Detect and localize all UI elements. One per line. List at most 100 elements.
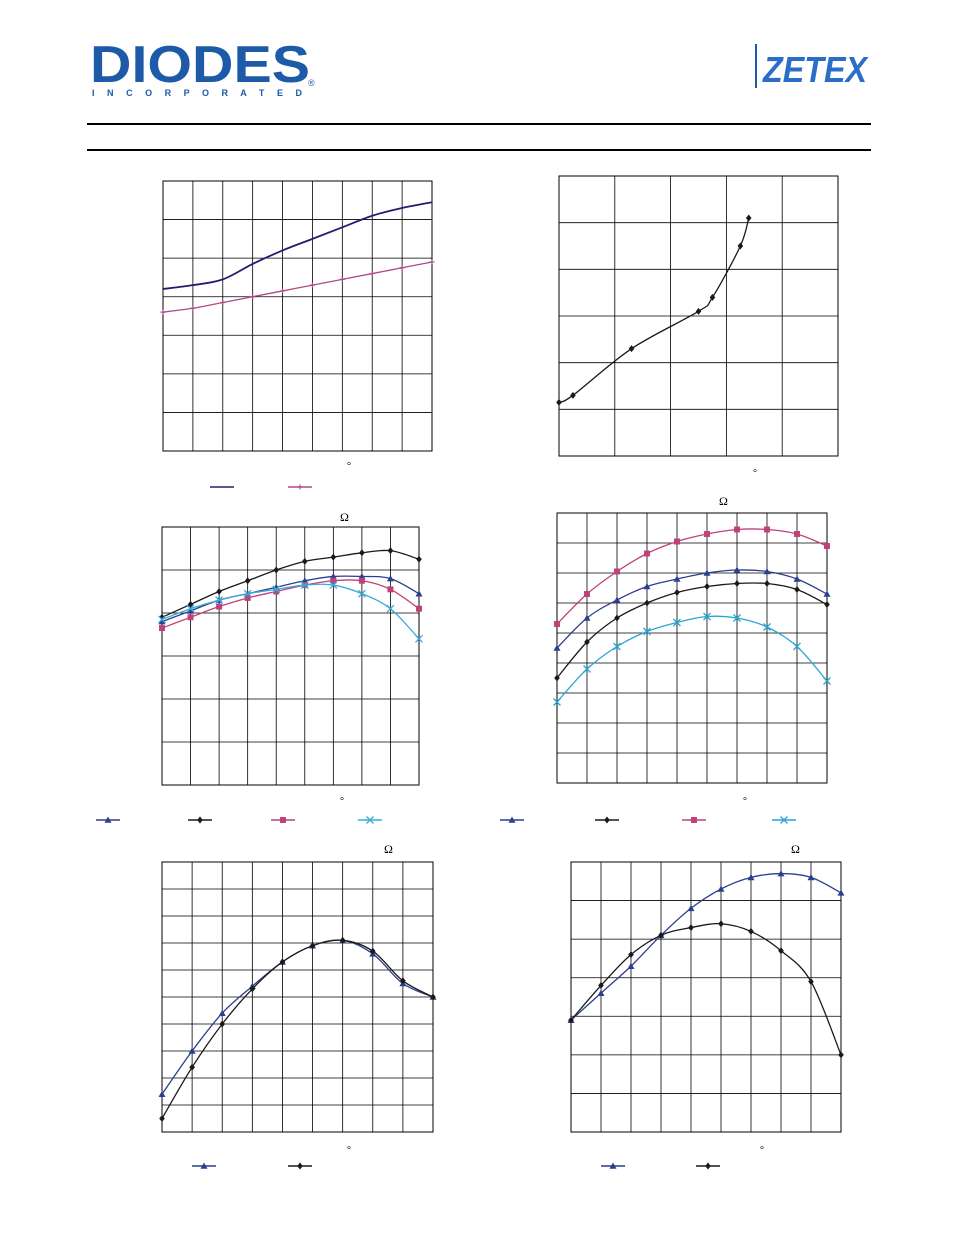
chart-6-series-2-point (628, 951, 634, 959)
chart-6-frame (570, 861, 842, 1133)
chart-3-plot (96, 526, 423, 824)
chart-5-degree-symbol: ° (347, 1145, 351, 1156)
chart-5-series-2-point (159, 1115, 165, 1122)
chart-5-series-1-point (158, 1090, 166, 1097)
chart-2-degree-symbol: ° (753, 468, 757, 479)
chart-3-series-1-point (415, 590, 423, 597)
chart-3-series-2-point (187, 600, 194, 608)
chart-2-plot (556, 175, 839, 457)
chart-5-series-2-point (309, 942, 316, 950)
chart-4-series-1-point (763, 568, 771, 575)
chart-3-series-1-point (329, 572, 337, 580)
chart-4-legend-3-swatch-marker (691, 817, 697, 823)
chart-6-series-2-point (658, 931, 664, 939)
chart-4-series-2-point (794, 586, 800, 593)
chart-5-plot (158, 861, 437, 1170)
chart-4-series-4-point (763, 623, 771, 631)
chart-5-legend-2-swatch-marker (297, 1162, 303, 1170)
chart-1-series-2-point (339, 276, 345, 282)
chart-3-series-4-point (186, 604, 195, 613)
chart-3-series-4-point (300, 581, 309, 590)
chart-3-legend-3-swatch-marker (280, 817, 286, 823)
chart-5-series-2-point (400, 977, 406, 985)
chart-3-legend-4-swatch-marker (366, 816, 374, 824)
chart-1-series-2-point (220, 300, 226, 305)
chart-3-series-1-point (301, 577, 309, 584)
chart-4-series-2-point (674, 589, 680, 596)
chart-4-series-3-point (584, 591, 590, 597)
chart-4-series-1-point (613, 596, 621, 603)
chart-3-series-3-line (161, 579, 420, 629)
chart-3-legend-1-swatch-marker (104, 816, 112, 823)
chart-6-series-1-point (627, 962, 635, 969)
chart-6-series-2-point (598, 981, 604, 989)
chart-3-series-1-point (158, 618, 166, 625)
chart-4-series-1-point (673, 575, 681, 582)
chart-3-series-4-point (272, 585, 281, 594)
chart-4-series-3-point (554, 621, 560, 627)
chart-3-series-2-point (244, 577, 251, 585)
chart-6-series-2-point (748, 927, 754, 935)
chart-5-series-2-point (189, 1063, 195, 1071)
chart-3-series-2-point (330, 553, 337, 561)
chart-3-series-2-point (216, 588, 222, 595)
chart-4-series-3-point (644, 550, 650, 557)
chart-3-series-2-point (301, 557, 308, 565)
chart-3-series-1-line (161, 575, 420, 623)
chart-2-series-1-point (737, 242, 744, 250)
header-rule-top (87, 123, 871, 125)
chart-5-series-1-line (161, 939, 434, 1095)
chart-3-series-3-point (416, 605, 422, 612)
chart-3-series-3-point (330, 577, 337, 584)
chart-3-series-3-point (216, 603, 223, 610)
chart-3-series-4-point (415, 634, 423, 643)
chart-4-series-4-point (733, 614, 741, 622)
chart-1-frame (162, 180, 433, 452)
chart-4-series-4-point (793, 642, 801, 651)
chart-4-series-3-point (824, 543, 830, 549)
chart-4-series-3-line (556, 528, 828, 625)
chart-4-degree-symbol: ° (743, 796, 747, 807)
chart-1-plot (160, 180, 435, 490)
zetex-logo-mark: ZETEX (755, 44, 869, 90)
chart-6-series-2-point (778, 947, 784, 955)
chart-4-series-2-point (554, 674, 560, 682)
chart-4-series-4-line (556, 615, 828, 703)
zetex-divider (755, 44, 757, 88)
chart-3-series-1-point (358, 572, 366, 580)
chart-4-series-3-point (764, 526, 770, 533)
chart-4-series-1-point (823, 590, 831, 597)
chart-1-series-2-point (429, 259, 435, 265)
chart-5-series-2-line (161, 939, 434, 1119)
chart-1-series-2-line (162, 261, 433, 313)
chart-5-series-2-point (219, 1020, 226, 1028)
chart-4-legend-2-swatch-marker (604, 816, 610, 824)
chart-6-series-1-point (597, 989, 605, 996)
chart-4-series-4-point (583, 665, 591, 673)
chart-2-series-1-point (709, 293, 716, 301)
chart-5-series-2-point (339, 936, 346, 944)
chart-5-legend-1-swatch-marker (200, 1162, 208, 1169)
chart-4-series-2-point (734, 580, 740, 587)
chart-4-plot (500, 512, 831, 824)
chart-2-series-1-point (745, 214, 752, 222)
header-rule-bottom (87, 149, 871, 151)
chart-1-series-2-point (399, 265, 405, 271)
diodes-logo-mark: DIODES I N C O R P O R A T E D ® (90, 36, 315, 98)
chart-5-series-2-point (369, 947, 376, 955)
chart-2-series-1-point (695, 307, 702, 315)
chart-5-ohm-symbol: Ω (384, 842, 393, 856)
chart-4-series-1-point (793, 575, 801, 582)
registered-mark: ® (308, 78, 315, 88)
chart-3-series-4-point (357, 589, 366, 598)
chart-1-series-2-point (250, 294, 256, 300)
chart-3-series-2-point (416, 555, 422, 563)
chart-6-series-1-point (777, 870, 785, 877)
chart-3-legend-2-swatch-marker (197, 816, 203, 824)
chart-3-series-3-point (244, 594, 251, 601)
chart-3-series-1-point (386, 575, 394, 582)
chart-4-series-2-point (644, 599, 650, 607)
chart-2-series-1-line (558, 217, 750, 403)
chart-4-ohm-symbol: Ω (719, 494, 728, 508)
